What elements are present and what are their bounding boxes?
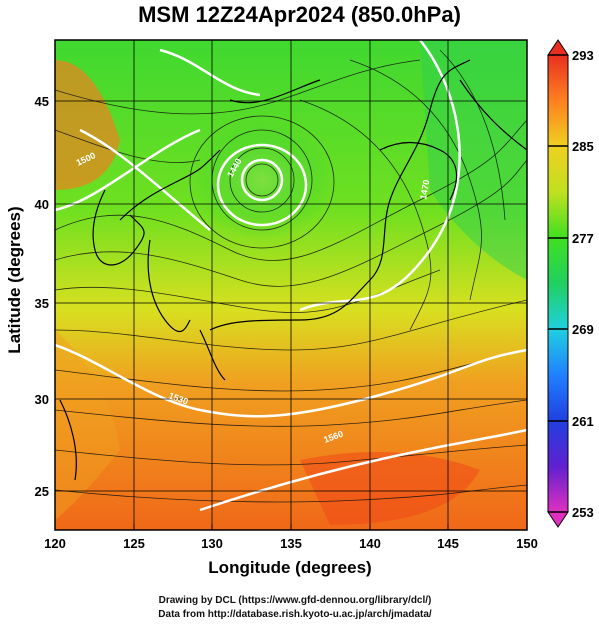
x-tick-label: 135 bbox=[280, 536, 302, 551]
x-tick-label: 140 bbox=[359, 536, 381, 551]
x-tick-label: 150 bbox=[516, 536, 538, 551]
figure-title: MSM 12Z24Apr2024 (850.0hPa) bbox=[138, 2, 461, 27]
colorbar: 293 285 277 269 261 253 bbox=[547, 39, 594, 528]
colorbar-label: 253 bbox=[572, 505, 594, 520]
colorbar-bar bbox=[547, 54, 569, 513]
x-tick-label: 120 bbox=[44, 536, 66, 551]
y-tick-label: 35 bbox=[35, 296, 49, 311]
colorbar-label: 269 bbox=[572, 322, 594, 337]
gridlines bbox=[55, 40, 527, 530]
colorbar-label: 261 bbox=[572, 414, 594, 429]
colorbar-label: 277 bbox=[572, 231, 594, 246]
x-axis-label: Longitude (degrees) bbox=[208, 558, 372, 577]
y-tick-label: 25 bbox=[35, 484, 49, 499]
y-tick-label: 30 bbox=[35, 392, 49, 407]
y-tick-label: 40 bbox=[35, 197, 49, 212]
contour-label: 1470 bbox=[418, 179, 431, 200]
colorbar-label: 293 bbox=[572, 48, 594, 63]
drawing-credit: Drawing by DCL (https://www.gfd-dennou.o… bbox=[158, 595, 432, 606]
colorbar-ticks bbox=[548, 54, 568, 513]
x-tick-marks bbox=[54, 524, 528, 530]
data-credit: Data from http://database.rish.kyoto-u.a… bbox=[158, 609, 432, 620]
colorbar-top-arrow bbox=[547, 39, 569, 56]
contours bbox=[55, 40, 527, 512]
colorbar-label: 285 bbox=[572, 139, 594, 154]
coastlines bbox=[59, 59, 527, 481]
x-tick-label: 130 bbox=[201, 536, 223, 551]
x-tick-label: 145 bbox=[437, 536, 459, 551]
colorbar-bottom-arrow bbox=[547, 511, 569, 528]
y-axis-label: Latitude (degrees) bbox=[5, 206, 24, 354]
x-tick-label: 125 bbox=[123, 536, 145, 551]
y-tick-label: 45 bbox=[35, 94, 49, 109]
